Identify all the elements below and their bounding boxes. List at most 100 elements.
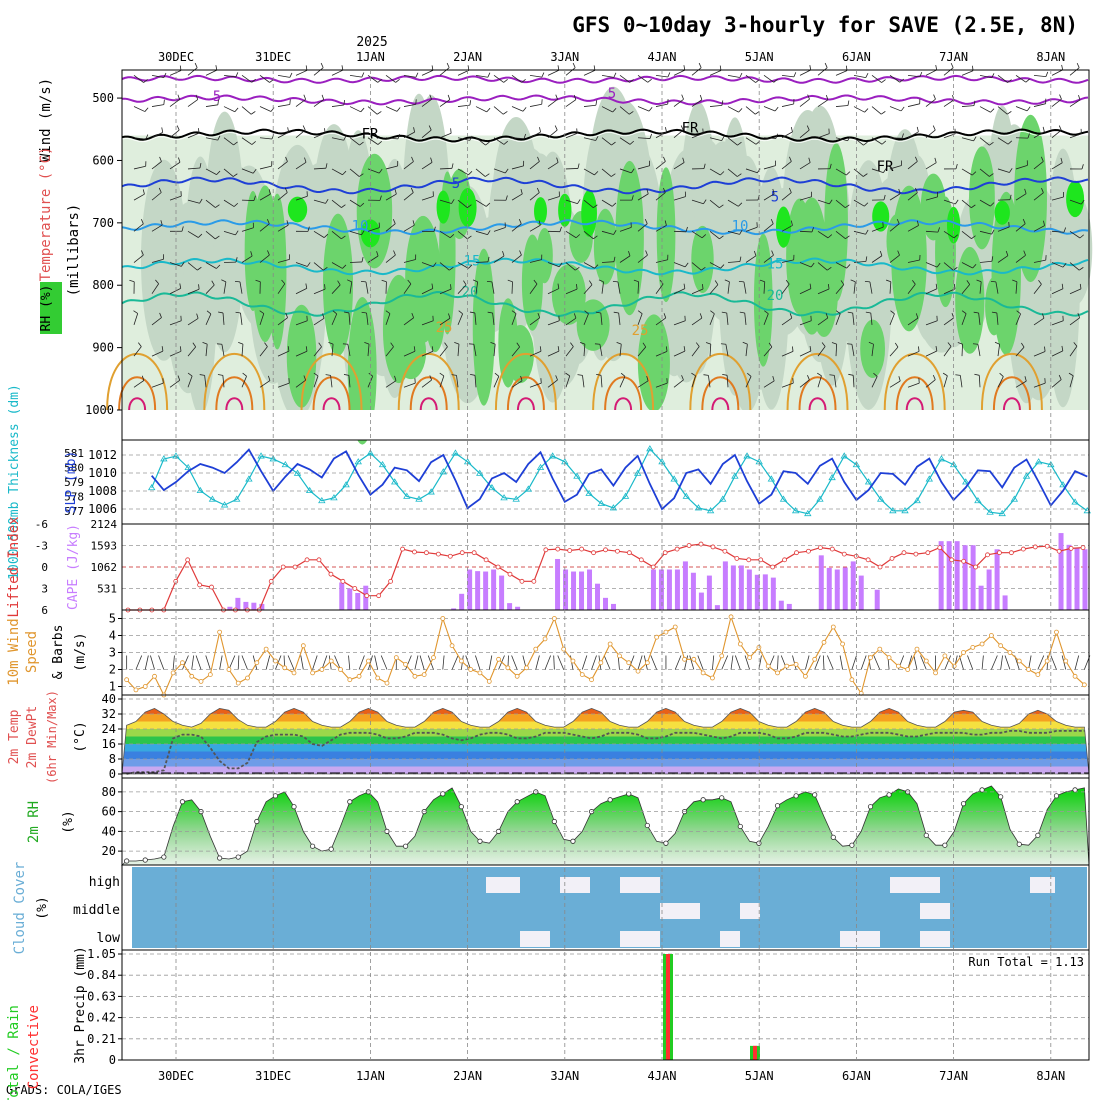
cape-bar [563,570,568,610]
li-point [186,558,190,562]
li-point [890,556,894,560]
wind10m-point [906,668,910,672]
rh2m-point [627,792,631,796]
wind10m-point [487,679,491,683]
cape-bar [763,574,768,610]
wind-barb [512,282,513,294]
wind-barb-flag [684,65,685,70]
li-point [377,594,381,598]
wind-barb-flag [177,125,179,130]
wind10m-point [208,673,212,677]
li-point [317,558,321,562]
date-label-top: 6JAN [842,50,871,64]
li-point [1009,551,1013,555]
rh2m-point [794,794,798,798]
cloud-gap [890,877,940,893]
li-point [484,558,488,562]
cape-bar [1083,549,1088,610]
cape-bar [499,576,504,610]
wind10m-point [803,674,807,678]
precip-ylabel-1: Total / Rain [6,1005,22,1100]
wind10m-barb [712,656,713,670]
wind10m-point [339,668,343,672]
slp-series [152,450,1088,509]
wind-barb-flag [523,107,526,111]
temp-tick-label: 16 [102,737,116,751]
li-tick-label: -6 [35,518,48,531]
cape-bar [707,576,712,610]
wind-barb-flag [665,127,666,132]
rh-blob-green [691,226,713,293]
wind10m-point [878,647,882,651]
wind-barb-flag [936,65,937,70]
rh-blob-green [955,247,984,354]
li-point [675,547,679,551]
li-point [687,544,691,548]
cape-bar [579,572,584,610]
wind-barb [188,68,197,76]
wind10m-point [636,669,640,673]
precip-tick-label: 0.63 [87,989,116,1003]
li-point [926,551,930,555]
wind10m-barb [381,656,387,670]
wind10m-barb [536,656,540,670]
wind-barb-flag [470,100,471,105]
wind10m-point [552,617,556,621]
wind10m-barb [349,656,350,670]
wind-barb [1034,75,1046,76]
wind10m-point [738,642,742,646]
wind-barb-flag [1043,127,1044,132]
wind-barb-flag [825,63,827,68]
cape-bar [723,561,728,610]
wind-barb [818,100,828,107]
rh-blob-green [473,249,495,406]
precip-tick-label: 1.05 [87,947,116,961]
wind10m-point [943,654,947,658]
li-point [293,565,297,569]
wind10m-barb [1001,656,1003,670]
li-point [914,552,918,556]
wind-barb [800,99,810,106]
wind10m-barb [982,656,983,670]
wind10m-point [915,647,919,651]
wind-barb [242,107,251,115]
wind-barb [782,104,794,107]
temp-tick-label: 32 [102,707,116,721]
wind10m-barb [852,656,857,670]
wind10m-barb [827,656,833,670]
temp-tick-label: 8 [109,752,116,766]
wind-barb [152,105,164,107]
wind10m-point [394,656,398,660]
wind-barb-flag [539,127,540,132]
wind10m-point [850,678,854,682]
precip-frame [122,950,1089,1060]
wind-barb [1070,68,1079,76]
wind10m-point [1027,668,1031,672]
rh2m-point [571,839,575,843]
wind10m-point [664,630,668,634]
rh-ylabel-units: (%) [61,810,76,833]
rh2m-point [236,855,240,859]
wind10m-barb [874,656,880,670]
wind10m-point [999,644,1003,648]
wind10m-point [143,685,147,689]
cape-bar [603,598,608,610]
cloud-gap [620,931,660,947]
li-point [663,551,667,555]
date-label-top: 4JAN [648,50,677,64]
wind-barb-flag [699,63,701,68]
cape-bar [1075,548,1080,610]
li-point [711,545,715,549]
upper-bottom-blank [122,410,1089,440]
wind10m-barb [512,656,518,670]
wind10m-barb [805,656,809,670]
wind10m-point [1073,674,1077,678]
precip-tick-label: 0.84 [87,968,116,982]
rh-blob-bright [288,197,307,223]
precip-ylabel-units: 3hr Precip (mm) [73,946,88,1063]
wind-barb [188,100,198,107]
date-label-bottom: 1JAN [356,1069,385,1083]
wind-barb [854,75,866,77]
cape-bar [1059,533,1064,610]
wind10m-point [701,671,705,675]
